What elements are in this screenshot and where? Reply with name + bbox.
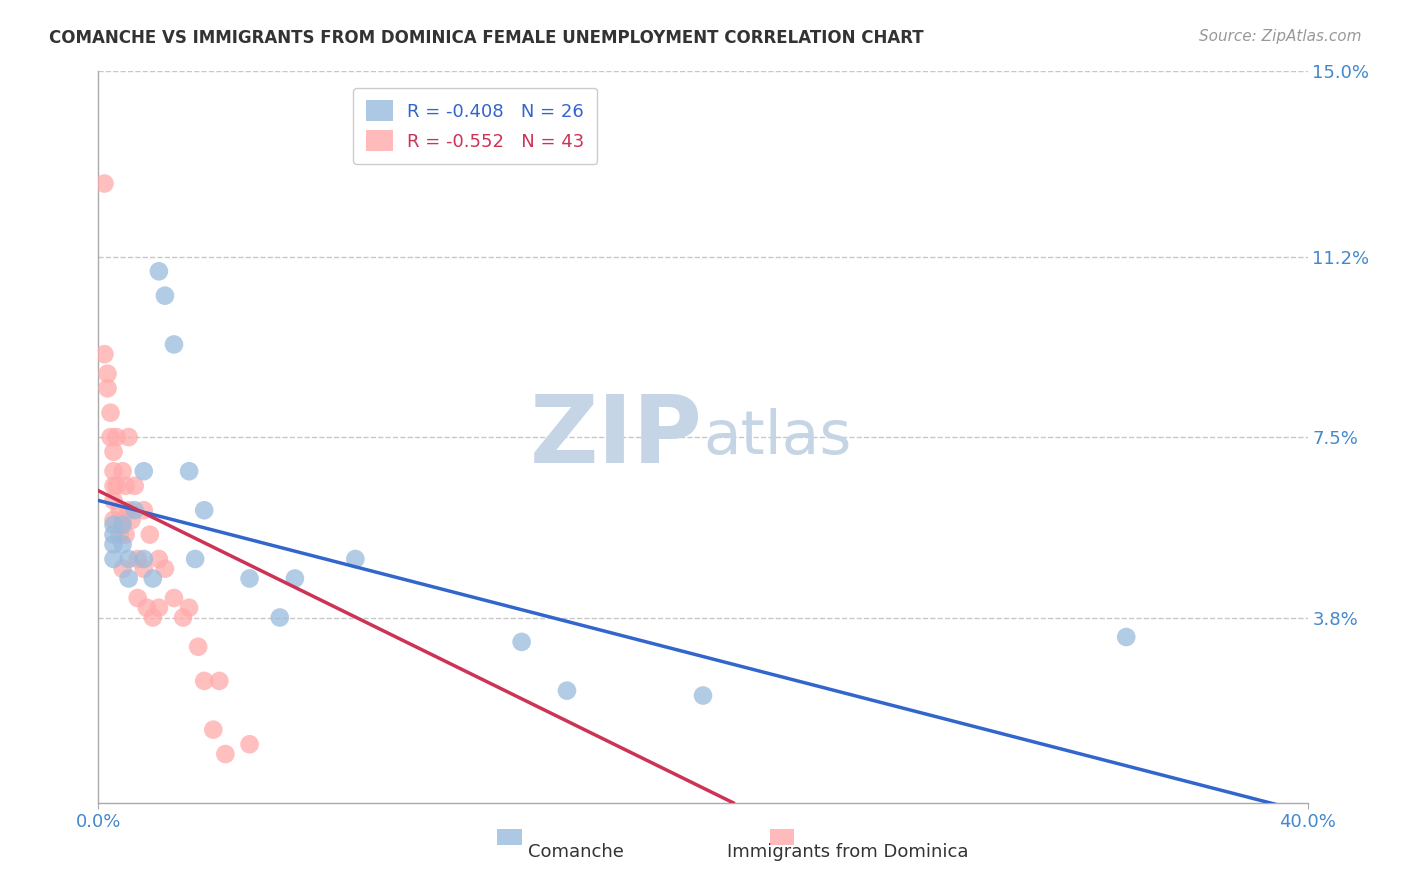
Point (284, 572, 307, 586)
Point (103, 444, 125, 458)
Point (148, 600, 170, 615)
Point (121, 513, 143, 527)
Point (103, 513, 125, 527)
Point (93, 177, 115, 191)
Point (118, 572, 141, 586)
Text: Immigrants from Dominica: Immigrants from Dominica (727, 843, 969, 861)
Point (127, 552, 149, 566)
Point (111, 513, 134, 527)
Bar (769, 830, 794, 846)
Point (103, 537, 125, 551)
Point (193, 503, 215, 517)
Point (510, 635, 533, 649)
Point (208, 673, 231, 688)
Point (108, 527, 131, 541)
Point (118, 503, 141, 517)
Point (132, 552, 155, 566)
Point (172, 610, 194, 624)
Point (692, 689, 714, 703)
Text: atlas: atlas (703, 408, 852, 467)
Point (239, 572, 262, 586)
Point (105, 430, 128, 444)
Point (132, 464, 155, 478)
Point (103, 464, 125, 478)
Bar (498, 830, 522, 846)
Point (179, 464, 201, 478)
Point (118, 552, 141, 566)
Point (100, 406, 122, 420)
Point (108, 503, 131, 517)
Point (93, 347, 115, 361)
Point (153, 562, 176, 576)
Text: ZIP: ZIP (530, 391, 703, 483)
Point (103, 493, 125, 508)
Point (193, 673, 215, 688)
Point (148, 552, 170, 566)
Point (105, 479, 128, 493)
Point (111, 562, 134, 576)
Text: Source: ZipAtlas.com: Source: ZipAtlas.com (1198, 29, 1361, 44)
Text: Comanche: Comanche (529, 843, 624, 861)
Legend: R = -0.408   N = 26, R = -0.552   N = 43: R = -0.408 N = 26, R = -0.552 N = 43 (353, 87, 598, 164)
Point (202, 723, 225, 737)
Point (114, 479, 136, 493)
Point (103, 527, 125, 541)
Point (111, 537, 134, 551)
Point (187, 640, 209, 654)
Point (124, 503, 146, 517)
Point (103, 552, 125, 566)
Point (100, 430, 122, 444)
Point (114, 527, 136, 541)
Point (179, 600, 201, 615)
Point (132, 562, 155, 576)
Point (142, 610, 165, 624)
Point (239, 737, 262, 751)
Point (111, 517, 134, 532)
Point (153, 288, 176, 302)
Point (184, 552, 207, 566)
Point (1115, 630, 1137, 644)
Point (103, 517, 125, 532)
Point (132, 503, 155, 517)
Point (163, 337, 186, 351)
Point (103, 479, 125, 493)
Point (96, 367, 118, 381)
Point (139, 527, 162, 541)
Point (111, 464, 134, 478)
Point (214, 747, 236, 761)
Point (118, 430, 141, 444)
Point (555, 683, 578, 698)
Point (142, 572, 165, 586)
Point (344, 552, 367, 566)
Text: COMANCHE VS IMMIGRANTS FROM DOMINICA FEMALE UNEMPLOYMENT CORRELATION CHART: COMANCHE VS IMMIGRANTS FROM DOMINICA FEM… (49, 29, 924, 46)
Point (127, 591, 149, 605)
Point (269, 610, 291, 624)
Point (124, 479, 146, 493)
Point (135, 600, 157, 615)
Point (163, 591, 186, 605)
Point (96, 381, 118, 395)
Point (148, 264, 170, 278)
